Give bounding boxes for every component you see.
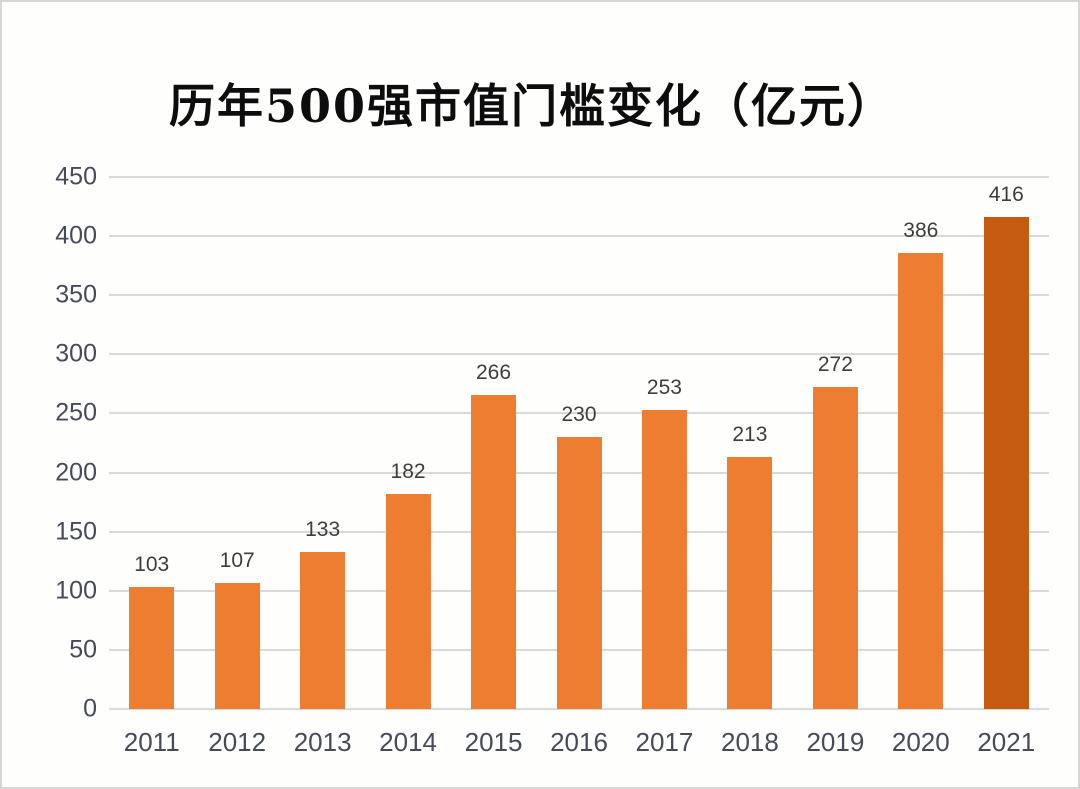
x-tick-label: 2016 — [550, 727, 608, 757]
bar-2015 — [471, 394, 517, 709]
y-tick-label: 350 — [55, 280, 97, 309]
y-tick-label: 400 — [55, 221, 97, 250]
bar-2014 — [385, 493, 431, 709]
x-tick-label: 2017 — [635, 727, 694, 757]
x-tick-label: 2020 — [891, 727, 950, 757]
x-tick-label: 2019 — [806, 727, 865, 757]
bar-value-label: 133 — [305, 517, 341, 541]
bar-value-label: 182 — [390, 459, 426, 483]
y-tick-label: 100 — [55, 576, 97, 605]
bar-value-label: 272 — [817, 353, 853, 377]
bar-value-label: 266 — [476, 360, 512, 384]
y-tick-label: 200 — [55, 458, 97, 487]
x-tick-label: 2015 — [464, 727, 523, 757]
chart-title: 历年500强市值门槛变化（亿元） — [168, 79, 896, 133]
bar-2019 — [812, 387, 858, 709]
bar-value-label: 253 — [646, 375, 682, 399]
gridline — [109, 412, 1049, 415]
bar-2013 — [300, 551, 346, 709]
gridline — [109, 235, 1049, 238]
gridline — [109, 294, 1049, 297]
bar-value-label: 213 — [732, 423, 768, 447]
gridline — [109, 353, 1049, 356]
bar-2021 — [983, 217, 1029, 709]
bar-2017 — [641, 409, 687, 709]
bar-2018 — [727, 457, 773, 709]
gridline — [109, 708, 1049, 710]
bar-value-label: 386 — [903, 218, 939, 242]
bar-2016 — [556, 437, 602, 709]
x-tick-label: 2012 — [208, 727, 267, 757]
x-tick-label: 2018 — [720, 727, 779, 757]
bar-value-label: 107 — [219, 548, 255, 572]
x-tick-label: 2011 — [123, 727, 180, 757]
bar-value-label: 230 — [561, 403, 597, 427]
x-tick-label: 2021 — [977, 727, 1036, 757]
bar-value-label: 416 — [988, 183, 1024, 207]
y-tick-label: 300 — [55, 339, 97, 368]
y-tick-label: 50 — [69, 635, 97, 664]
bar-2020 — [898, 252, 944, 709]
y-tick-label: 450 — [55, 162, 97, 191]
y-tick-label: 150 — [55, 517, 97, 546]
x-tick-label: 2014 — [379, 727, 437, 757]
y-tick-label: 250 — [55, 398, 97, 427]
bar-2011 — [129, 587, 175, 709]
bar-2012 — [214, 582, 260, 709]
y-tick-label: 0 — [83, 694, 97, 723]
bar-value-label: 103 — [134, 553, 170, 577]
gridline — [109, 176, 1049, 178]
x-tick-label: 2013 — [293, 727, 352, 757]
